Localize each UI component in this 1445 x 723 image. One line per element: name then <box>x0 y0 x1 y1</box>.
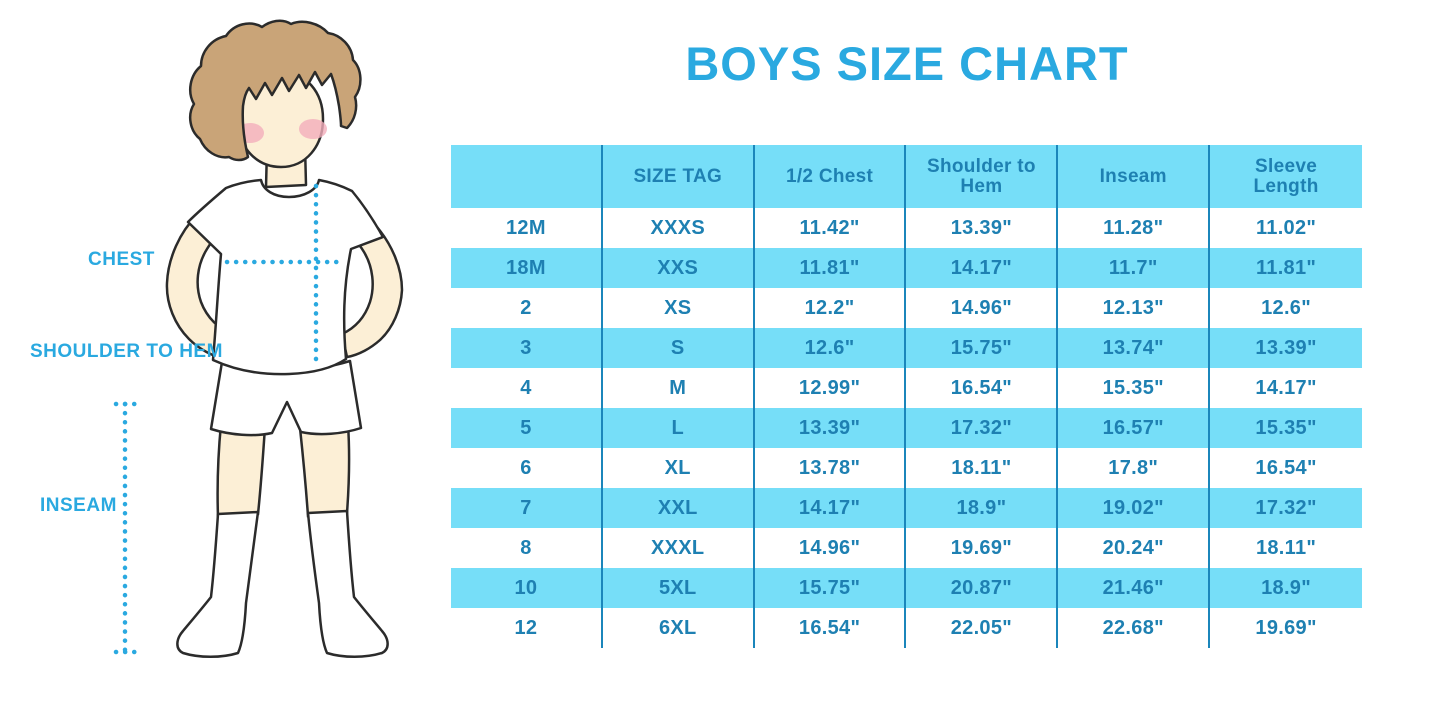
left-leg <box>216 422 267 519</box>
table-cell: 5XL <box>603 568 755 608</box>
table-row: 5 L 13.39" 17.32" 16.57" 15.35" <box>451 408 1362 448</box>
table-cell: 6XL <box>603 608 755 648</box>
table-cell: 19.69" <box>906 528 1059 568</box>
table-cell: 18M <box>451 248 603 288</box>
table-cell: S <box>603 328 755 368</box>
table-cell: 12.6" <box>1261 296 1312 319</box>
table-cell: 22.05" <box>906 608 1059 648</box>
table-cell: 20.24" <box>1058 528 1211 568</box>
table-cell: XXXL <box>603 528 755 568</box>
table-cell: 14.17" <box>906 248 1059 288</box>
table-cell: 2 <box>451 288 603 328</box>
table-cell: 14.17" <box>755 488 907 528</box>
table-cell: 18.11" <box>1255 536 1317 559</box>
table-body: 12M XXXS 11.42" 13.39" 11.28" 11.02" 18M XXS 11.… <box>451 208 1362 648</box>
header-cell-size <box>451 145 603 208</box>
table-cell: 11.28" <box>1058 208 1211 248</box>
table-cell: 17.32" <box>906 408 1059 448</box>
table-cell: XXL <box>603 488 755 528</box>
table-cell: 12M <box>451 208 603 248</box>
table-cell: 16.54" <box>906 368 1059 408</box>
table-cell: 12.2" <box>755 288 907 328</box>
header-cell-sleeve-length: Sleeve Length <box>1253 155 1319 197</box>
table-cell: 10 <box>451 568 603 608</box>
table-cell: 14.96" <box>906 288 1059 328</box>
table-row: 4 M 12.99" 16.54" 15.35" 14.17" <box>451 368 1362 408</box>
table-row: 3 S 12.6" 15.75" 13.74" 13.39" <box>451 328 1362 368</box>
right-sock <box>306 509 389 658</box>
header-cell-half-chest: 1/2 Chest <box>755 145 907 208</box>
table-cell: 15.35" <box>1058 368 1211 408</box>
table-cell: 12.13" <box>1058 288 1211 328</box>
table-cell: L <box>603 408 755 448</box>
header-cell-shoulder-to-hem: Shoulder to Hem <box>906 145 1059 208</box>
table-cell: 8 <box>451 528 603 568</box>
table-cell: 21.46" <box>1058 568 1211 608</box>
shoulder-to-hem-label: SHOULDER TO HEM <box>30 341 223 362</box>
table-cell: 19.69" <box>1255 616 1317 639</box>
table-row: 8 XXXL 14.96" 19.69" 20.24" 18.11" <box>451 528 1362 568</box>
table-cell: 11.02" <box>1255 216 1317 239</box>
table-row: 6 XL 13.78" 18.11" 17.8" 16.54" <box>451 448 1362 488</box>
table-cell: 17.8" <box>1058 448 1211 488</box>
table-cell: 13.78" <box>755 448 907 488</box>
header-cell-size-tag: SIZE TAG <box>603 145 755 208</box>
table-cell: 16.57" <box>1058 408 1211 448</box>
header-cell-inseam: Inseam <box>1058 145 1211 208</box>
table-cell: 6 <box>451 448 603 488</box>
table-cell: 17.32" <box>1255 496 1317 519</box>
table-cell: XXS <box>603 248 755 288</box>
hair <box>188 19 362 162</box>
table-row: 12 6XL 16.54" 22.05" 22.68" 19.69" <box>451 608 1362 648</box>
table-cell: 7 <box>451 488 603 528</box>
left-sock <box>176 510 260 658</box>
table-cell: 15.35" <box>1255 416 1317 439</box>
table-cell: 13.39" <box>1255 336 1317 359</box>
right-leg <box>298 422 351 518</box>
table-cell: 12.6" <box>755 328 907 368</box>
table-cell: 5 <box>451 408 603 448</box>
chest-label: CHEST <box>88 249 155 270</box>
table-cell: 19.02" <box>1058 488 1211 528</box>
table-row: 10 5XL 15.75" 20.87" 21.46" 18.9" <box>451 568 1362 608</box>
table-cell: 16.54" <box>1255 456 1317 479</box>
size-table: SIZE TAG 1/2 Chest Shoulder to Hem Insea… <box>451 145 1362 648</box>
table-header-row: SIZE TAG 1/2 Chest Shoulder to Hem Insea… <box>451 145 1362 208</box>
inseam-label: INSEAM <box>40 495 117 516</box>
boy-measurement-diagram <box>113 19 404 658</box>
table-cell: M <box>603 368 755 408</box>
table-row: 18M XXS 11.81" 14.17" 11.7" 11.81" <box>451 248 1362 288</box>
table-cell: 3 <box>451 328 603 368</box>
table-cell: 13.74" <box>1058 328 1211 368</box>
table-cell: 18.9" <box>906 488 1059 528</box>
table-cell: 13.39" <box>755 408 907 448</box>
table-cell: 4 <box>451 368 603 408</box>
table-cell: 18.9" <box>1261 576 1312 599</box>
t-shirt <box>186 178 385 376</box>
blush-right-cheek <box>299 119 327 139</box>
table-cell: 11.81" <box>755 248 907 288</box>
table-cell: 14.17" <box>1255 376 1317 399</box>
table-cell: 18.11" <box>906 448 1059 488</box>
table-cell: 15.75" <box>755 568 907 608</box>
table-cell: XS <box>603 288 755 328</box>
table-row: 7 XXL 14.17" 18.9" 19.02" 17.32" <box>451 488 1362 528</box>
table-row: 2 XS 12.2" 14.96" 12.13" 12.6" <box>451 288 1362 328</box>
table-cell: XL <box>603 448 755 488</box>
table-cell: 16.54" <box>755 608 907 648</box>
table-cell: 13.39" <box>906 208 1059 248</box>
table-cell: 11.7" <box>1058 248 1211 288</box>
table-cell: 12 <box>451 608 603 648</box>
table-cell: 14.96" <box>755 528 907 568</box>
table-cell: XXXS <box>603 208 755 248</box>
table-cell: 11.42" <box>755 208 907 248</box>
table-cell: 11.81" <box>1255 256 1317 279</box>
table-cell: 20.87" <box>906 568 1059 608</box>
table-cell: 22.68" <box>1058 608 1211 648</box>
table-cell: 12.99" <box>755 368 907 408</box>
table-cell: 15.75" <box>906 328 1059 368</box>
page-title: BOYS SIZE CHART <box>685 37 1129 90</box>
table-row: 12M XXXS 11.42" 13.39" 11.28" 11.02" <box>451 208 1362 248</box>
